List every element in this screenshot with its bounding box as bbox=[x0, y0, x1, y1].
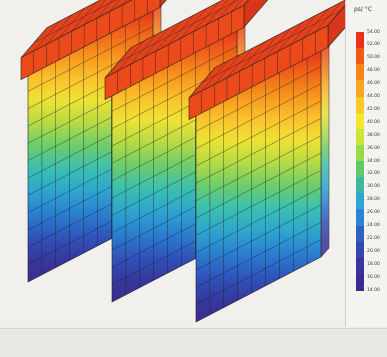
wall-grid-line bbox=[195, 204, 322, 271]
cap-beam-end bbox=[243, 0, 269, 29]
legend-swatch bbox=[356, 48, 364, 65]
legend-swatch bbox=[356, 273, 364, 291]
legend-swatch bbox=[356, 257, 364, 275]
legend-label: 20.00 bbox=[367, 248, 380, 254]
legend-label: 18.00 bbox=[367, 261, 380, 267]
legend-swatch bbox=[356, 225, 364, 243]
legend-label: 22.00 bbox=[367, 235, 380, 241]
legend-swatch bbox=[356, 32, 364, 49]
legend-label: 52.00 bbox=[367, 42, 380, 48]
legend-label: 28.00 bbox=[367, 197, 380, 203]
legend-label: 54.00 bbox=[367, 29, 380, 35]
legend-label: 36.00 bbox=[367, 145, 380, 151]
cap-beam-end bbox=[159, 0, 167, 9]
legend-label: 34.00 bbox=[367, 158, 380, 164]
cap-rib-line bbox=[231, 0, 243, 13]
legend-swatch bbox=[356, 128, 364, 146]
cap-rib-line bbox=[121, 0, 127, 6]
legend-swatch bbox=[356, 177, 364, 194]
wall-side-face bbox=[320, 39, 330, 258]
wall-grid-line bbox=[195, 83, 322, 149]
legend-color-bar bbox=[356, 32, 364, 291]
legend-label: 48.00 bbox=[367, 68, 380, 74]
legend-label: 16.00 bbox=[367, 274, 380, 280]
wall-grid-line bbox=[27, 26, 154, 92]
wall-grid-line bbox=[195, 187, 322, 253]
legend-swatch bbox=[356, 80, 364, 97]
legend-label: 24.00 bbox=[367, 223, 380, 228]
wall-grid-line bbox=[195, 152, 322, 219]
wall-grid-line bbox=[195, 239, 322, 305]
status-bar bbox=[0, 328, 387, 357]
wall-grid-line bbox=[195, 222, 322, 288]
color-legend-panel: ρs/ °C 54.00 52.00 50.00 48.00 46.00 44.00 42.… bbox=[346, 0, 387, 327]
wall-grid-line bbox=[195, 66, 322, 132]
cap-beam-front bbox=[188, 24, 329, 121]
legend-label: 30.00 bbox=[367, 184, 380, 190]
wall-grid-line bbox=[195, 170, 322, 236]
wall-grid-line bbox=[195, 135, 322, 201]
cap-ridge-line bbox=[201, 10, 342, 83]
legend-swatch bbox=[356, 193, 364, 210]
legend-swatch bbox=[356, 241, 364, 259]
wall-grid-line bbox=[111, 46, 238, 112]
legend-swatch bbox=[356, 209, 364, 226]
cap-rib-line bbox=[109, 0, 120, 12]
cap-ridge-line bbox=[117, 0, 240, 63]
legend-swatch bbox=[356, 96, 364, 114]
legend-label: 26.00 bbox=[367, 210, 380, 216]
wall-model-render bbox=[20, 0, 345, 323]
legend-label: 38.00 bbox=[367, 132, 380, 138]
legend-label: 14.00 bbox=[367, 287, 380, 293]
legend-label: 32.00 bbox=[367, 171, 380, 177]
legend-swatch bbox=[356, 161, 364, 178]
legend-swatch bbox=[356, 112, 364, 130]
legend-label: 40.00 bbox=[367, 119, 380, 125]
legend-label: 44.00 bbox=[367, 94, 380, 99]
cap-ridge-line bbox=[33, 0, 117, 43]
cap-beam-front bbox=[20, 0, 161, 81]
wall-grid-line bbox=[195, 118, 322, 184]
legend-label: 42.00 bbox=[367, 106, 380, 112]
wall-grid-line bbox=[195, 100, 322, 167]
legend-title: ρs/ °C bbox=[354, 6, 373, 13]
model-viewport[interactable] bbox=[0, 0, 346, 327]
cap-beam-front bbox=[104, 4, 245, 101]
legend-swatch bbox=[356, 64, 364, 81]
legend-swatch bbox=[356, 144, 364, 162]
legend-label: 46.00 bbox=[367, 81, 380, 87]
legend-label: 50.00 bbox=[367, 55, 380, 61]
